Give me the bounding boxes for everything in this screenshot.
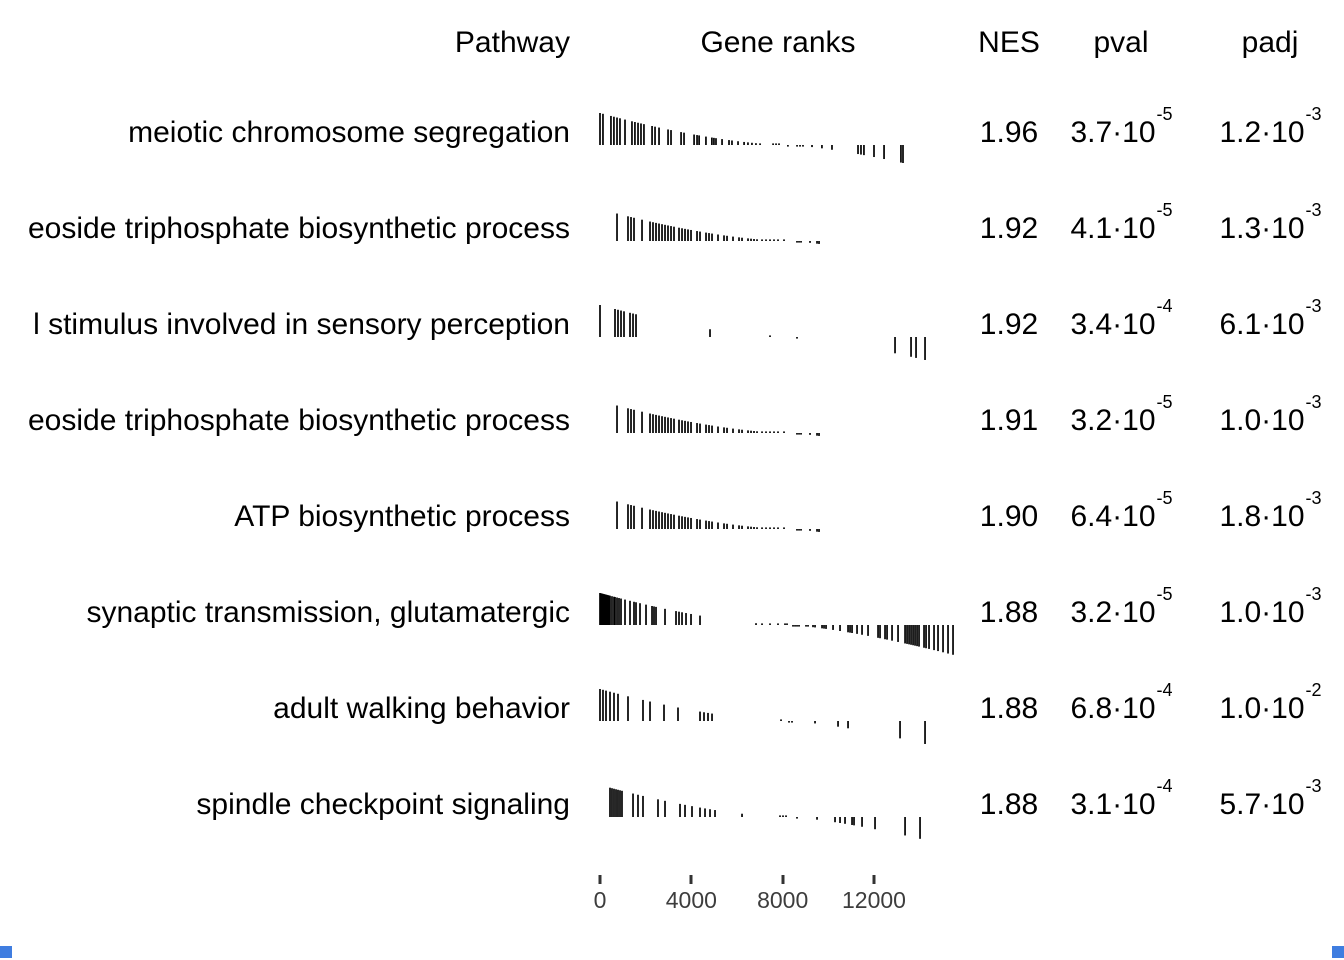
nes-value: 1.88 [979, 788, 1039, 821]
axis-tick-label: 12000 [842, 887, 906, 913]
table-header-row: Pathway Gene ranks NES pval padj [0, 0, 1344, 85]
pathway-label: l stimulus involved in sensory perceptio… [33, 310, 570, 340]
table-row: meiotic chromosome segregation 1.96 3.7·… [0, 85, 1344, 181]
pval-value: 3.7·10-5 [1070, 103, 1173, 149]
axis-tick [598, 875, 602, 884]
column-header-padj: padj [1241, 25, 1299, 59]
gene-ranks-plot [616, 213, 820, 244]
nes-value: 1.88 [979, 692, 1039, 725]
pval-value: 4.1·10-5 [1070, 199, 1173, 245]
x-axis-area: 0 4000 8000 12000 [584, 853, 972, 923]
padj-value: 1.0·10-3 [1219, 391, 1322, 437]
pathway-label: eoside triphosphate biosynthetic process [28, 214, 570, 244]
nes-value: 1.96 [979, 116, 1039, 149]
pval-value: 6.8·10-4 [1070, 679, 1173, 725]
table-row: ATP biosynthetic process 1.90 6.4·10-5 1… [0, 469, 1344, 565]
gene-ranks-plot [599, 593, 954, 655]
pval-value: 3.2·10-5 [1070, 583, 1173, 629]
column-header-gene-ranks: Gene ranks [700, 25, 856, 59]
nes-value: 1.92 [979, 308, 1039, 341]
gene-ranks-plot [609, 787, 921, 839]
nes-value: 1.90 [979, 500, 1039, 533]
column-header-pval: pval [1093, 25, 1149, 59]
x-axis: 0 4000 8000 12000 [0, 853, 1344, 923]
pathway-label: eoside triphosphate biosynthetic process [28, 406, 570, 436]
column-header-nes: NES [978, 25, 1040, 59]
table-row: eoside triphosphate biosynthetic process… [0, 181, 1344, 277]
gsea-results-table: Pathway Gene ranks NES pval padj meiotic… [0, 0, 1344, 923]
gene-ranks-plot [616, 405, 820, 436]
pathway-label: ATP biosynthetic process [234, 502, 570, 532]
padj-value: 1.8·10-3 [1219, 487, 1322, 533]
gene-ranks-plot [616, 501, 820, 532]
table-row: l stimulus involved in sensory perceptio… [0, 277, 1344, 373]
gene-ranks-plot [599, 689, 926, 744]
padj-value: 5.7·10-3 [1219, 775, 1322, 821]
nes-value: 1.88 [979, 596, 1039, 629]
column-header-pathway: Pathway [454, 27, 570, 58]
gene-ranks-plot [599, 113, 904, 164]
axis-tick [689, 875, 693, 884]
axis-tick-label: 4000 [665, 887, 717, 913]
pathway-label: adult walking behavior [273, 694, 570, 724]
padj-value: 1.3·10-3 [1219, 199, 1322, 245]
pathway-label: meiotic chromosome segregation [128, 118, 570, 148]
padj-value: 6.1·10-3 [1219, 295, 1322, 341]
axis-tick-label: 8000 [757, 887, 809, 913]
table-row: synaptic transmission, glutamatergic 1.8… [0, 565, 1344, 661]
table-row: eoside triphosphate biosynthetic process… [0, 373, 1344, 469]
pval-value: 3.1·10-4 [1070, 775, 1173, 821]
nes-value: 1.92 [979, 212, 1039, 245]
nes-value: 1.91 [979, 404, 1039, 437]
padj-value: 1.2·10-3 [1219, 103, 1322, 149]
pathway-label: spindle checkpoint signaling [196, 790, 570, 820]
padj-value: 1.0·10-2 [1219, 679, 1322, 725]
pval-value: 6.4·10-5 [1070, 487, 1173, 533]
axis-tick-label: 0 [593, 887, 607, 913]
corner-marker-right [1332, 946, 1344, 958]
pval-value: 3.2·10-5 [1070, 391, 1173, 437]
table-row: spindle checkpoint signaling 1.88 3.1·10… [0, 757, 1344, 853]
axis-tick [781, 875, 785, 884]
axis-tick [872, 875, 876, 884]
pval-value: 3.4·10-4 [1070, 295, 1173, 341]
gene-ranks-plot [599, 305, 926, 360]
padj-value: 1.0·10-3 [1219, 583, 1322, 629]
pathway-label: synaptic transmission, glutamatergic [86, 598, 570, 628]
table-row: adult walking behavior 1.88 6.8·10-4 1.0… [0, 661, 1344, 757]
corner-marker-left [0, 946, 12, 958]
